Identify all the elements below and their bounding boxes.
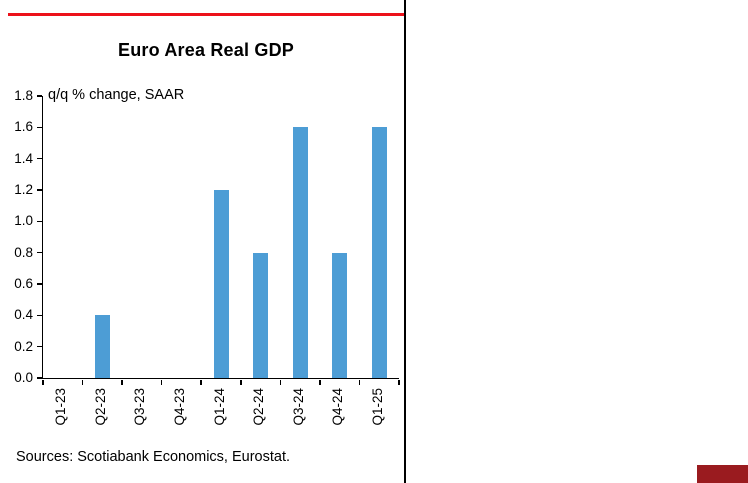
- x-tick-label: Q1-23: [53, 388, 69, 426]
- y-tick-label: 0.2: [14, 338, 33, 354]
- x-label-slot: Q1-23: [42, 384, 82, 444]
- y-tick-mark: [36, 251, 42, 254]
- x-label-slot: Q2-24: [240, 384, 280, 444]
- source-note: Sources: Scotiabank Economics, Eurostat.: [16, 449, 291, 465]
- x-tick-label: Q2-23: [92, 388, 108, 426]
- chart-subtitle: q/q % change, SAAR: [48, 87, 185, 103]
- x-tick-mark: [319, 379, 321, 385]
- x-tick-mark: [160, 379, 163, 385]
- y-axis: 0.0 0.2 0.4 0.6 0.8 1.0 1.2 1.4 1.6 1.8: [14, 88, 399, 385]
- y-tick-mark: [36, 345, 42, 348]
- y-tick-label: 0.8: [14, 244, 33, 260]
- x-tick-label: Q1-24: [211, 388, 227, 426]
- x-tick-mark: [200, 379, 202, 385]
- x-axis-labels: Q1-23 Q2-23 Q3-23 Q4-23 Q1-24 Q2-24 Q3-24 Q4-24…: [42, 384, 398, 444]
- bar-slot-Q4-23: [162, 96, 202, 378]
- bar-slot-Q3-24: [280, 96, 320, 378]
- chart-title: Euro Area Real GDP: [118, 40, 294, 60]
- y-tick-mark: [36, 220, 42, 223]
- x-tick-mark: [398, 379, 400, 385]
- bar-Q2-23: [94, 315, 110, 378]
- y-tick-mark: [36, 189, 42, 191]
- y-tick-mark: [36, 314, 42, 317]
- bar-Q3-24: [292, 127, 308, 378]
- bar-Q4-24: [332, 252, 348, 378]
- bar-slot-Q1-25: [360, 96, 400, 378]
- bar-slot-Q2-24: [241, 96, 281, 378]
- y-tick-label: 1.8: [14, 88, 33, 103]
- x-label-slot: Q2-23: [82, 384, 122, 444]
- x-tick-label: Q3-24: [290, 388, 306, 426]
- bar-slot-Q2-23: [83, 96, 123, 378]
- bar-slot-Q4-24: [320, 96, 360, 378]
- x-tick-label: Q4-23: [172, 388, 188, 426]
- x-label-slot: Q3-23: [121, 384, 161, 444]
- red-top-rule: [8, 13, 404, 16]
- y-tick-label: 1.0: [14, 213, 33, 229]
- y-tick-label: 1.6: [14, 119, 33, 135]
- y-tick-mark: [36, 95, 42, 97]
- y-tick-mark: [36, 377, 42, 379]
- y-tick-label: 1.2: [14, 182, 33, 198]
- vertical-divider: [404, 0, 406, 483]
- bar-slot-Q3-23: [122, 96, 162, 378]
- y-tick-label: 0.6: [14, 276, 33, 292]
- x-ticks: [42, 378, 400, 385]
- y-tick-mark: [36, 283, 42, 285]
- x-tick-mark: [358, 379, 361, 385]
- x-tick-mark: [279, 379, 282, 385]
- y-tick-label: 0.0: [14, 370, 33, 385]
- x-tick-mark: [121, 379, 123, 385]
- plot-area: 0.0 0.2 0.4 0.6 0.8 1.0 1.2 1.4 1.6 1.8: [14, 88, 400, 385]
- bars-container: [43, 96, 399, 378]
- x-tick-label: Q4-24: [330, 388, 346, 426]
- y-tick-mark: [36, 157, 42, 160]
- bar-Q2-24: [253, 252, 269, 378]
- x-label-slot: Q1-24: [200, 384, 240, 444]
- x-label-slot: Q1-25: [359, 384, 399, 444]
- x-tick-label: Q3-23: [132, 388, 148, 426]
- x-label-slot: Q4-23: [161, 384, 201, 444]
- bar-Q1-25: [371, 127, 387, 378]
- x-tick-mark: [240, 379, 242, 385]
- bar-Q1-24: [213, 190, 229, 378]
- x-label-slot: Q4-24: [319, 384, 359, 444]
- y-tick-mark: [36, 126, 42, 129]
- x-tick-mark: [81, 379, 84, 385]
- x-tick-label: Q1-25: [369, 388, 385, 426]
- bottom-right-red-block: [697, 465, 748, 483]
- x-tick-label: Q2-24: [251, 388, 267, 426]
- bar-slot-Q1-23: [43, 96, 83, 378]
- x-label-slot: Q3-24: [279, 384, 319, 444]
- x-tick-mark: [42, 379, 44, 385]
- y-tick-label: 1.4: [14, 150, 33, 166]
- y-tick-label: 0.4: [14, 307, 33, 323]
- bar-slot-Q1-24: [201, 96, 241, 378]
